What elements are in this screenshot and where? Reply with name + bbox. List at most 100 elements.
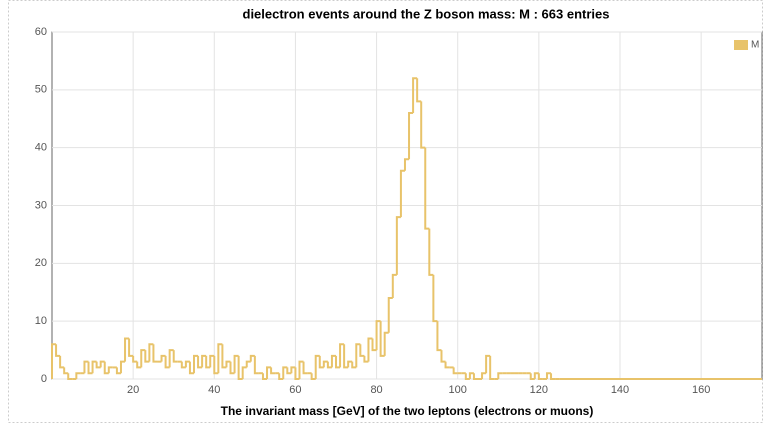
histogram-bin (51, 343, 57, 379)
histogram-bin (290, 366, 296, 374)
histogram-bin (168, 349, 174, 368)
histogram-bin (363, 355, 369, 363)
x-tick-label: 80 (370, 384, 382, 396)
histogram-bin (330, 354, 336, 368)
y-tick-label: 20 (35, 257, 47, 269)
histogram-bin (408, 111, 414, 160)
histogram-bin (485, 354, 491, 374)
histogram-bin (132, 355, 138, 363)
histogram-bin (160, 354, 166, 362)
histogram-bin (298, 360, 304, 379)
histogram-bin (472, 373, 478, 380)
histogram-bin (140, 349, 146, 368)
histogram-bin (115, 367, 121, 375)
histogram-bin (468, 372, 474, 379)
histogram-bin (428, 228, 434, 276)
histogram-bin (533, 372, 539, 379)
histogram-bin (424, 147, 430, 230)
histogram-bin (351, 361, 357, 369)
histogram-bin (497, 372, 503, 379)
histogram-bin (75, 372, 81, 379)
x-tick-label: 160 (692, 384, 710, 396)
histogram-bin (545, 372, 552, 379)
histogram-bin (270, 367, 276, 375)
y-tick-label: 0 (41, 373, 47, 385)
histogram-bin (355, 343, 361, 368)
y-tick-label: 30 (35, 199, 47, 211)
histogram-bin (261, 373, 268, 380)
histogram-bin (282, 366, 288, 379)
histogram-bin (99, 360, 105, 368)
histogram-bin (379, 321, 385, 357)
histogram-bin (387, 297, 393, 333)
histogram-bin (144, 350, 150, 363)
histogram-bin (245, 360, 251, 368)
histogram-bin (481, 372, 487, 379)
legend-label: M (751, 40, 759, 51)
histogram-bin (128, 338, 134, 357)
histogram-bin (359, 344, 365, 357)
histogram-bin (550, 373, 556, 380)
histogram-bin (440, 350, 446, 363)
histogram-bin (489, 355, 495, 380)
y-tick-label: 40 (35, 142, 47, 154)
histogram-bin (237, 355, 243, 380)
frame (8, 0, 763, 423)
histogram-bin (375, 320, 381, 351)
histogram-bin (241, 366, 247, 379)
histogram-bin (148, 343, 154, 362)
legend-swatch (734, 40, 748, 50)
histogram-bin (233, 354, 239, 374)
histogram-bin (335, 355, 341, 369)
histogram-bin (164, 355, 170, 369)
histogram-bin (63, 367, 69, 375)
x-tick-label: 140 (611, 384, 629, 396)
histogram-bin (229, 361, 235, 375)
histogram-bin (286, 367, 292, 375)
histogram-bin (339, 343, 345, 368)
histogram-bin (322, 360, 328, 368)
histogram-bin (347, 360, 353, 368)
histogram-bin (201, 354, 207, 368)
histogram-bin (172, 350, 178, 363)
histogram-bin (399, 169, 405, 218)
histogram-bin (432, 274, 438, 323)
histogram-bin (83, 360, 89, 374)
histogram-bin (95, 361, 101, 369)
histogram-bin (193, 354, 199, 374)
histogram-bin (225, 360, 231, 368)
histogram-bin (416, 78, 422, 103)
histogram-bin (367, 337, 373, 362)
histogram-bin (318, 355, 324, 369)
histogram-bin (314, 354, 320, 379)
histogram-bin (55, 344, 61, 357)
histogram-bin (266, 366, 272, 379)
x-tick-label: 60 (289, 384, 301, 396)
histogram-bin (403, 158, 410, 171)
y-tick-label: 50 (35, 84, 47, 96)
x-tick-label: 20 (127, 384, 139, 396)
chart-title: dielectron events around the Z boson mas… (243, 6, 610, 21)
histogram-bin (180, 361, 186, 369)
histogram-bin (529, 373, 535, 380)
histogram-bin (310, 373, 316, 380)
histogram-bin (87, 361, 93, 375)
histogram-bin (103, 361, 109, 375)
histogram-bin (197, 355, 203, 369)
histogram-bin (420, 101, 426, 149)
x-axis-label: The invariant mass [GeV] of the two lept… (221, 404, 594, 418)
histogram-bin (537, 373, 543, 380)
histogram-bin (371, 338, 377, 352)
x-tick-label: 40 (208, 384, 220, 396)
histogram-bin (184, 360, 190, 368)
histogram-bin (343, 344, 349, 369)
histogram-bin (383, 331, 389, 356)
histogram-bin (444, 361, 450, 369)
histogram-bin (124, 337, 130, 362)
histogram-bin (436, 321, 442, 352)
histogram-bin (213, 355, 219, 375)
histogram-bin (136, 361, 142, 369)
histogram-bin (209, 354, 215, 368)
histogram-bin (249, 354, 255, 362)
